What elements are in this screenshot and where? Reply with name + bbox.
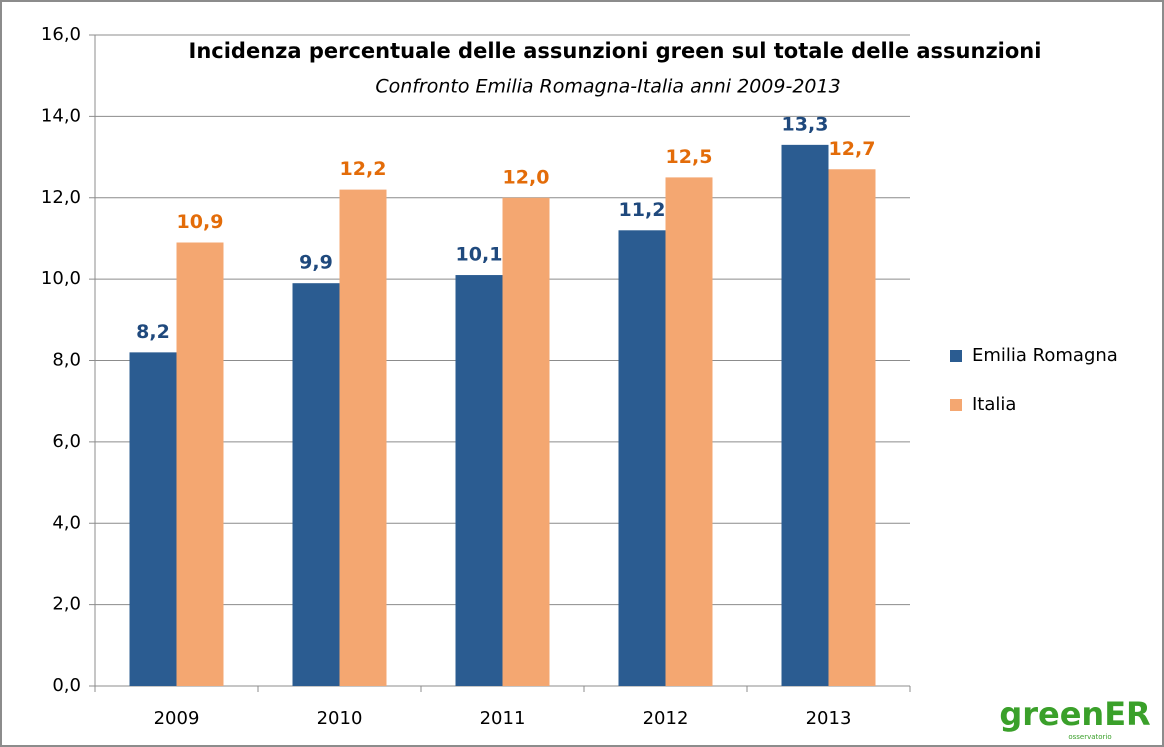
y-tick-label: 10,0 bbox=[41, 268, 81, 289]
bar bbox=[176, 242, 224, 686]
bar bbox=[339, 189, 387, 687]
bar bbox=[781, 144, 829, 686]
data-label: 8,2 bbox=[136, 321, 170, 343]
y-tick-label: 2,0 bbox=[52, 594, 81, 615]
data-label: 11,2 bbox=[619, 199, 666, 221]
bar bbox=[502, 197, 550, 686]
data-label: 12,0 bbox=[503, 166, 550, 188]
data-label: 10,1 bbox=[456, 244, 503, 266]
x-tick-label: 2010 bbox=[317, 708, 363, 729]
bar bbox=[292, 283, 340, 686]
data-label: 9,9 bbox=[299, 252, 333, 274]
data-label: 10,9 bbox=[177, 211, 224, 233]
y-tick-label: 8,0 bbox=[52, 350, 81, 371]
legend-label: Italia bbox=[972, 394, 1016, 415]
bar bbox=[129, 352, 177, 686]
chart-title: Incidenza percentuale delle assunzioni g… bbox=[189, 39, 1042, 63]
data-label: 12,2 bbox=[340, 158, 387, 180]
bar bbox=[618, 230, 666, 687]
y-tick-label: 4,0 bbox=[52, 512, 81, 533]
x-tick-label: 2011 bbox=[480, 708, 526, 729]
legend-label: Emilia Romagna bbox=[972, 345, 1118, 366]
y-tick-label: 0,0 bbox=[52, 675, 81, 696]
logo-subtitle: osservatorio bbox=[1068, 733, 1111, 741]
y-tick-label: 14,0 bbox=[41, 105, 81, 126]
y-tick-label: 16,0 bbox=[41, 24, 81, 45]
y-tick-label: 12,0 bbox=[41, 187, 81, 208]
bar bbox=[828, 169, 876, 687]
legend-swatch bbox=[950, 350, 962, 362]
y-tick-label: 6,0 bbox=[52, 431, 81, 452]
legend-swatch bbox=[950, 399, 962, 411]
data-label: 12,7 bbox=[829, 138, 876, 160]
data-label: 13,3 bbox=[782, 113, 829, 135]
x-tick-label: 2013 bbox=[806, 708, 852, 729]
chart-subtitle: Confronto Emilia Romagna-Italia anni 200… bbox=[375, 76, 840, 98]
logo: greenER bbox=[999, 695, 1150, 733]
bar bbox=[665, 177, 713, 686]
x-tick-label: 2012 bbox=[643, 708, 689, 729]
data-label: 12,5 bbox=[666, 146, 713, 168]
bar bbox=[455, 275, 503, 686]
x-tick-label: 2009 bbox=[154, 708, 200, 729]
